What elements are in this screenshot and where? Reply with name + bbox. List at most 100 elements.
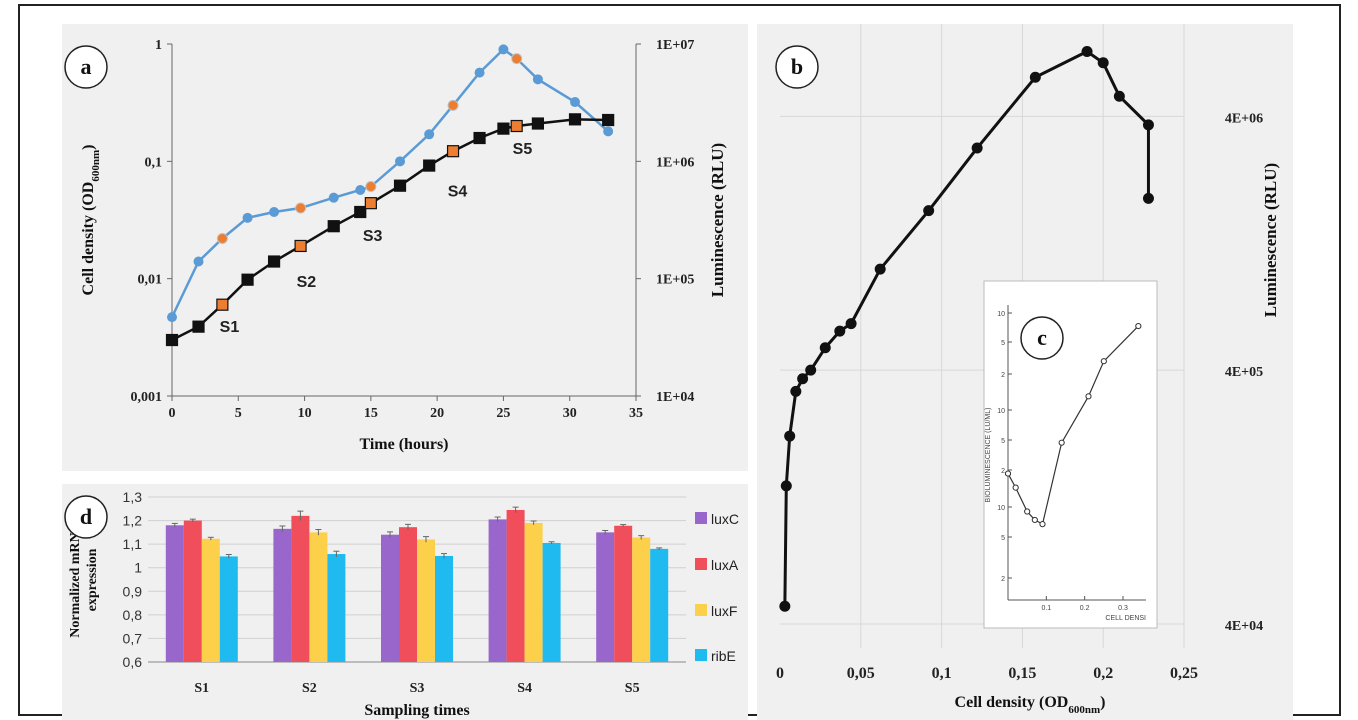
a-xtick-label: 15	[364, 406, 378, 421]
a-xtick-label: 35	[629, 406, 643, 421]
c-xtick-label: 0.2	[1080, 605, 1090, 612]
panel-d-label-circle	[64, 495, 108, 539]
a-luminescence-point	[603, 126, 614, 137]
a-sampling-annotation: S4	[448, 184, 468, 201]
c-data-point	[1085, 393, 1092, 400]
a-density-point	[497, 122, 510, 135]
c-ytick-label: 2	[1001, 372, 1005, 379]
a-luminescence-point	[216, 232, 228, 244]
a-density-point	[423, 159, 436, 172]
a-luminescence-point	[395, 156, 406, 167]
c-y-axis-title: BIOLUMINESCENCE (LU/ML)	[985, 408, 992, 503]
c-data-point	[1058, 439, 1065, 446]
panel-b-chart: 0 0,05 0,1 0,15 0,2 0,25 4E+04 4E+05 4E+06 Cell d…	[776, 24, 1280, 716]
panel-a-chart: 0 5 10 15 20 25 30 35 0,001 0,01 0,1 1 1E+04 1E+05 1E+…	[80, 38, 727, 453]
d-legend-label-luxC: luxC	[711, 511, 739, 527]
panel-a-label: a	[81, 54, 92, 79]
a-density-point	[510, 119, 523, 133]
d-bar-luxF	[632, 537, 651, 662]
b-data-point	[797, 373, 809, 385]
d-bar-luxA	[614, 525, 633, 662]
b-data-point	[834, 325, 846, 337]
d-ytick-label: 1,2	[123, 513, 143, 529]
c-ytick-label: 5	[1001, 340, 1005, 347]
d-bar-luxA	[183, 520, 202, 662]
b-data-point	[784, 430, 796, 442]
a-luminescence-point	[365, 181, 377, 193]
a-y2tick-label: 1E+07	[656, 38, 694, 53]
b-data-point	[845, 318, 857, 330]
a-density-point	[327, 220, 340, 233]
d-bar-luxC	[596, 532, 615, 662]
b-data-point	[1113, 90, 1125, 102]
b-xtick-label: 0,1	[932, 665, 952, 682]
b-xtick-label: 0,25	[1170, 665, 1198, 682]
c-data-point	[1100, 358, 1107, 365]
a-sampling-annotation: S5	[513, 141, 533, 158]
a-density-point	[216, 298, 229, 311]
c-data-point	[1031, 516, 1038, 524]
d-bar-ribE	[435, 555, 453, 662]
a-luminescence-point	[355, 184, 366, 195]
a-density-point	[354, 205, 367, 219]
c-data-point	[1039, 521, 1046, 528]
a-density-point	[473, 131, 486, 145]
d-bar-luxA	[291, 515, 310, 662]
a-y2-axis-title: Luminescence (RLU)	[708, 143, 727, 297]
b-data-point	[1142, 119, 1154, 131]
d-bar-luxA	[399, 527, 417, 662]
d-ytick-label: 1	[134, 560, 142, 576]
a-xtick-label: 25	[496, 406, 510, 421]
d-y-axis-title-line2: expression	[85, 548, 100, 611]
b-data-point	[779, 600, 791, 612]
a-density-point	[446, 145, 460, 158]
a-density-point	[192, 320, 205, 333]
a-density-point	[241, 273, 254, 286]
d-bar-luxF	[309, 532, 328, 662]
d-bar-luxF	[201, 538, 220, 662]
a-density-point	[267, 255, 281, 268]
d-ytick-label: 1,3	[123, 489, 143, 505]
a-xtick-label: 0	[169, 406, 176, 421]
b-data-point	[1081, 46, 1093, 58]
panel-c-label-circle	[1020, 316, 1064, 360]
a-density-point	[364, 197, 377, 210]
b-xtick-label: 0,15	[1008, 665, 1036, 682]
a-sampling-annotation: S1	[220, 319, 240, 336]
d-ytick-label: 0,6	[123, 654, 143, 670]
panel-b-label-circle	[775, 45, 819, 89]
b-data-point	[1142, 192, 1154, 204]
c-data-point	[1012, 484, 1019, 491]
a-ytick-label: 1	[155, 38, 162, 53]
b-xtick-label: 0,05	[847, 665, 875, 682]
a-xtick-label: 30	[563, 406, 577, 421]
b-x-axis-title: Cell density (OD600nm)	[955, 694, 1106, 716]
b-data-point	[805, 364, 817, 376]
c-ytick-label: 2	[1001, 576, 1005, 583]
c-xtick-label: 0.3	[1118, 605, 1128, 612]
d-legend-swatch-luxC	[695, 512, 707, 524]
d-x-axis-title: Sampling times	[364, 702, 469, 719]
d-y-axis-title-line1: Normalized mRNA	[68, 521, 83, 637]
a-luminescence-point	[328, 192, 339, 203]
c-ytick-label: 2	[1001, 468, 1005, 475]
d-bar-luxA	[506, 509, 525, 662]
a-ytick-label: 0,01	[138, 273, 163, 288]
d-bar-ribE	[219, 556, 238, 662]
a-luminescence-point	[511, 53, 523, 65]
d-bar-ribE	[327, 554, 346, 662]
a-luminescence-point	[570, 97, 581, 108]
a-luminescence-point	[242, 212, 253, 223]
a-luminescence-point	[424, 129, 435, 140]
c-xtick-label: 0.1	[1041, 605, 1051, 612]
a-density-point	[294, 239, 307, 253]
a-density-point	[393, 179, 407, 192]
d-bar-ribE	[650, 548, 669, 662]
a-luminescence-point	[193, 256, 204, 267]
d-legend-label-luxA: luxA	[711, 557, 739, 573]
b-data-point	[1097, 57, 1109, 69]
panel-d-chart: 0,6 0,7 0,8 0,9 1 1,1 1,2 1,3 S1 S2 S3 S4 S5 Sampling…	[68, 489, 739, 719]
d-bar-luxC	[273, 528, 292, 662]
a-y2tick-label: 1E+06	[656, 155, 694, 170]
a-y2tick-label: 1E+05	[656, 273, 694, 288]
